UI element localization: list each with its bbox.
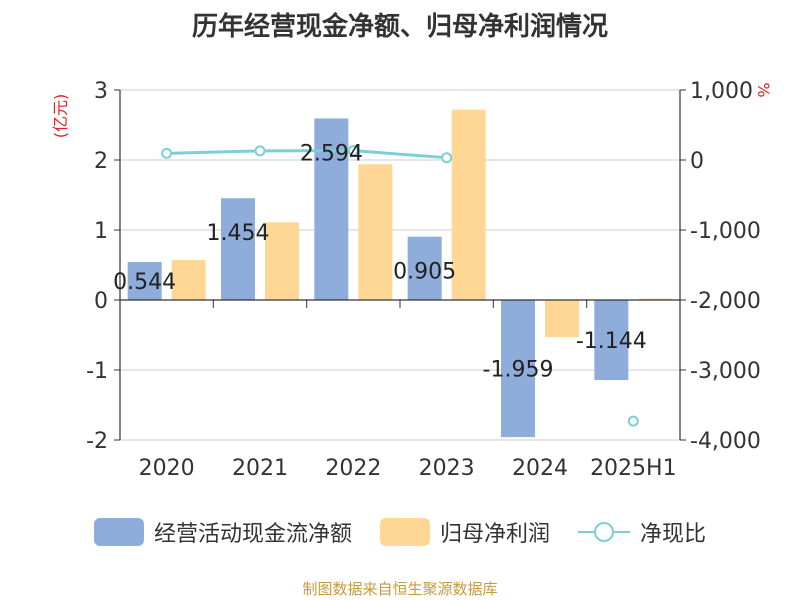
point-cash-ratio [254,145,266,157]
data-label-cashflow: -1.144 [576,329,647,354]
right-axis-tick-label: -3,000 [690,359,761,384]
right-axis-tick-label: 1,000 [690,79,753,104]
bar-cashflow [594,300,629,381]
point-cash-ratio [161,147,173,159]
legend-label-net-profit: 归母净利润 [439,522,550,547]
right-axis-tick-label: -4,000 [690,429,761,454]
bar-net-profit [545,300,579,338]
bar-cashflow [314,118,349,300]
line-cash-ratio [166,149,447,160]
x-axis-tick-label: 2022 [325,456,381,481]
data-label-cashflow: 0.544 [113,270,176,295]
legend-swatch-cashflow [93,518,144,546]
bar-net-profit [171,260,206,300]
left-axis-tick-label: 3 [94,79,108,104]
legend-line-cash-ratio [578,518,630,546]
legend-item-cash-ratio[interactable]: 净现比 [578,516,706,548]
point-cash-ratio [627,415,639,427]
data-source-note: 制图数据来自恒生聚源数据库 [302,580,498,598]
point-cash-ratio [347,145,359,157]
left-axis-tick-label: 2 [94,149,108,174]
bar-net-profit [451,109,486,300]
chart-legend: 经营活动现金流净额 归母净利润 净现比 [0,516,800,548]
legend-item-cashflow[interactable]: 经营活动现金流净额 [93,516,352,548]
legend-item-net-profit[interactable]: 归母净利润 [379,516,550,548]
right-axis-tick-label: -2,000 [690,289,761,314]
x-axis-tick-label: 2020 [139,456,195,481]
x-axis-tick-label: 2023 [419,456,475,481]
right-axis-tick-label: -1,000 [690,219,761,244]
data-label-cashflow: 2.594 [300,141,363,166]
right-axis-tick-label: 0 [690,149,704,174]
left-axis-tick-label: 0 [94,289,108,314]
bar-cashflow [221,198,255,300]
x-axis-tick-label: 2024 [512,456,568,481]
legend-swatch-net-profit [379,518,430,546]
bar-cashflow [127,261,162,300]
right-axis-unit: % [754,82,773,97]
bar-net-profit [638,298,673,301]
point-cash-ratio [441,152,453,164]
bar-cashflow [501,300,535,438]
chart-title: 历年经营现金净额、归母净利润情况 [191,12,608,42]
data-label-cashflow: 0.905 [393,260,456,285]
legend-label-cashflow: 经营活动现金流净额 [153,522,352,547]
left-axis-unit: (亿元) [51,94,70,139]
left-axis-tick-label: -2 [86,429,108,454]
x-axis-tick-label: 2021 [232,456,288,481]
data-label-cashflow: -1.959 [483,358,554,383]
bar-net-profit [265,222,299,300]
left-axis-tick-label: 1 [94,219,108,244]
bar-cashflow [407,236,442,300]
legend-label-cash-ratio: 净现比 [640,522,707,547]
x-axis-tick-label: 2025H1 [590,456,677,481]
left-axis-tick-label: -1 [86,359,108,384]
bar-net-profit [358,164,393,300]
data-label-cashflow: 1.454 [207,221,270,246]
